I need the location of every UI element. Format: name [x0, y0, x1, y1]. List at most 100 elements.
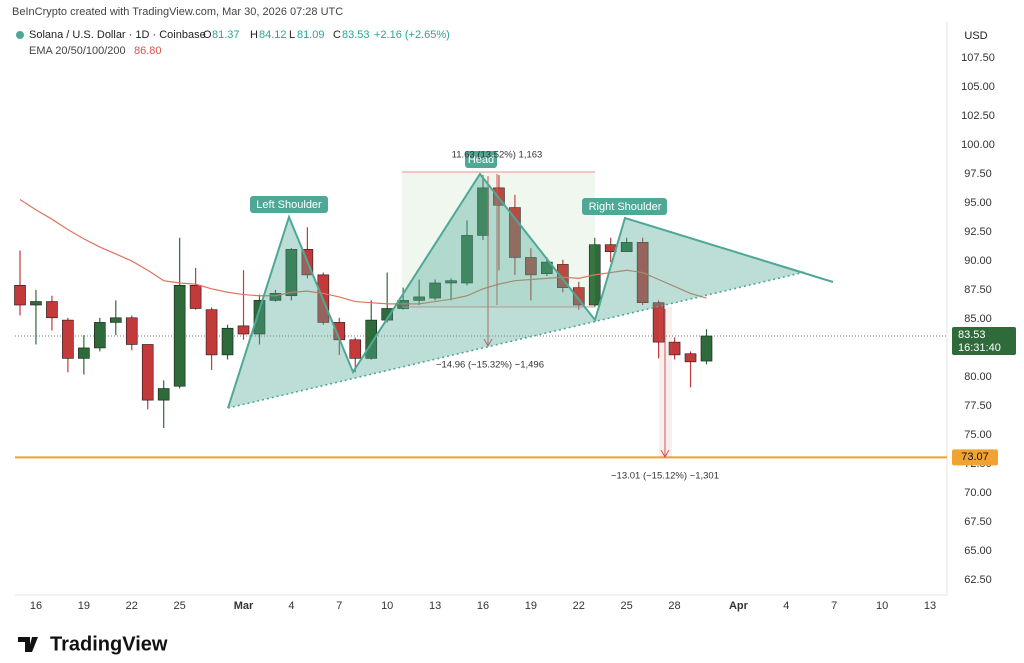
- candle-body: [365, 319, 378, 359]
- x-tick-label: 22: [573, 600, 585, 612]
- ohlc-label: L: [289, 29, 295, 41]
- y-tick-label: 95.00: [964, 197, 992, 209]
- ohlc-value: 83.53: [342, 29, 370, 41]
- x-tick-label: Apr: [729, 600, 749, 612]
- y-tick-label: 92.50: [964, 226, 992, 238]
- candle-body: [157, 388, 170, 401]
- candle-body: [557, 264, 569, 288]
- x-tick-label: 25: [621, 600, 633, 612]
- candle-body: [620, 242, 633, 252]
- y-tick-label: 102.50: [961, 110, 995, 122]
- x-tick-label: 10: [876, 600, 888, 612]
- y-tick-label: 77.50: [964, 400, 992, 412]
- ohlc-label: H: [250, 29, 258, 41]
- y-tick-label: 105.00: [961, 81, 995, 93]
- neckline: [227, 271, 806, 409]
- brand-icon: [18, 637, 38, 652]
- candle-body: [509, 207, 521, 258]
- ema-line: [19, 198, 707, 305]
- y-tick-label: 80.00: [964, 371, 992, 383]
- candle-body: [78, 347, 90, 359]
- x-tick-label: 16: [30, 600, 42, 612]
- target-label: 73.07: [961, 451, 989, 463]
- x-tick-label: 22: [126, 600, 138, 612]
- measurement: −13.01 (−15.12%) −1,301: [611, 471, 719, 482]
- x-tick-label: 16: [477, 600, 489, 612]
- y-tick-label: 85.00: [964, 313, 992, 325]
- pattern-fill: [228, 174, 805, 408]
- ohlc-value: 84.12: [259, 29, 287, 41]
- brand: TradingView: [50, 633, 168, 655]
- x-tick-label: 10: [381, 600, 393, 612]
- candle-body: [285, 249, 298, 297]
- pattern-drawing: Left Shoulder Head Right Shoulder 11.63 …: [227, 150, 834, 482]
- x-tick-label: 19: [78, 600, 90, 612]
- candle-body: [94, 322, 106, 349]
- x-tick-label: 28: [668, 600, 680, 612]
- candle-body: [668, 341, 681, 356]
- candle-body: [30, 301, 42, 306]
- annotation-box: [250, 196, 328, 213]
- ohlc-value: 81.09: [297, 29, 325, 41]
- annotation: Right Shoulder: [589, 201, 662, 213]
- measure-box: [402, 172, 595, 307]
- candle-body: [221, 327, 234, 356]
- change: +2.16 (+2.65%): [374, 29, 450, 41]
- candle-body: [461, 235, 473, 284]
- x-tick-label: 7: [336, 600, 342, 612]
- y-tick-label: 75.00: [964, 429, 992, 441]
- candle-body: [253, 300, 266, 335]
- candle-body: [205, 309, 218, 356]
- candle-body: [237, 325, 250, 335]
- annotation-box: [582, 198, 667, 215]
- candle-body: [652, 302, 665, 343]
- candle-body: [269, 293, 282, 301]
- currency: USD: [964, 30, 987, 42]
- annotation-box: [465, 151, 497, 168]
- ohlc-label: C: [333, 29, 341, 41]
- y-tick-label: 65.00: [964, 545, 992, 557]
- arrow-head: [483, 338, 493, 348]
- candle-body: [349, 339, 362, 359]
- symbol-icon: [16, 31, 24, 39]
- indicator-value: 86.80: [134, 45, 162, 57]
- candle-body: [541, 261, 553, 275]
- candle-body: [572, 287, 585, 306]
- x-tick-label: 13: [429, 600, 441, 612]
- price-label-box: [952, 326, 1016, 355]
- y-tick-label: 107.50: [961, 52, 995, 64]
- ohlc-label: O: [203, 29, 212, 41]
- ohlc-value: 81.37: [212, 29, 240, 41]
- measurement: 11.63 (13.52%) 1,163: [452, 150, 543, 161]
- symbol-title: Solana / U.S. Dollar · 1D · Coinbase: [29, 29, 206, 41]
- y-tick-label: 87.50: [964, 284, 992, 296]
- candle-body: [62, 319, 74, 359]
- candle-body: [189, 285, 202, 309]
- price-label: 83.53: [958, 329, 986, 341]
- candle-body: [109, 317, 122, 323]
- candle-body: [684, 353, 697, 363]
- candle-body: [429, 282, 441, 299]
- candle-body: [125, 317, 138, 345]
- measurement: −14.96 (−15.32%) −1,496: [436, 360, 544, 371]
- candle-body: [445, 280, 457, 284]
- annotation: Left Shoulder: [256, 199, 322, 211]
- footer: TradingView: [0, 625, 1024, 663]
- candle-body: [14, 285, 26, 306]
- footer-bg: [0, 625, 1024, 663]
- header: BeInCrypto created with TradingView.com,…: [12, 6, 343, 18]
- arrow-head: [660, 449, 670, 459]
- candle-body: [173, 285, 186, 387]
- x-tick-label: Mar: [234, 600, 254, 612]
- pattern-outline: [227, 172, 834, 409]
- annotation: Head: [468, 154, 494, 166]
- candle-body: [413, 296, 425, 301]
- x-tick-label: 4: [783, 600, 789, 612]
- y-tick-label: 90.00: [964, 255, 992, 267]
- target-label-box: [952, 449, 998, 466]
- candle-body: [700, 335, 713, 362]
- x-tick-label: 19: [525, 600, 537, 612]
- y-tick-label: 67.50: [964, 516, 992, 528]
